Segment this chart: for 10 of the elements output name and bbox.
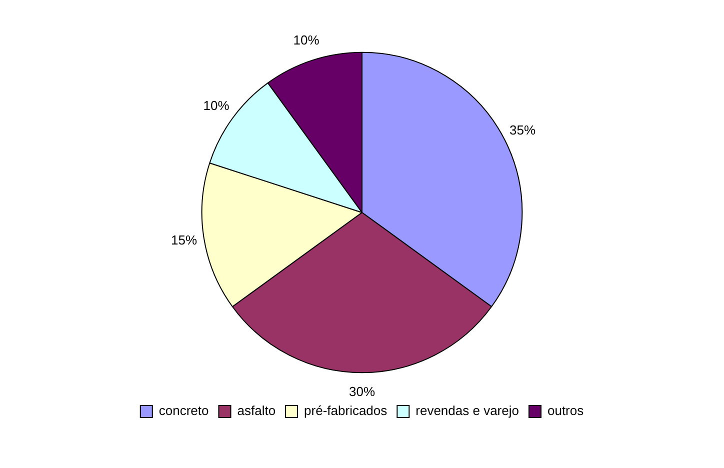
data-label: 10% xyxy=(293,32,320,48)
legend-label: pré-fabricados xyxy=(304,403,388,418)
data-label: 35% xyxy=(510,122,536,138)
data-label: 10% xyxy=(203,98,230,114)
data-label: 15% xyxy=(171,232,198,248)
legend-label: revendas e varejo xyxy=(416,403,519,418)
legend-label: asfalto xyxy=(237,403,276,418)
legend-label: concreto xyxy=(158,403,209,418)
legend-label: outros xyxy=(547,403,584,418)
data-label: 30% xyxy=(348,384,376,400)
